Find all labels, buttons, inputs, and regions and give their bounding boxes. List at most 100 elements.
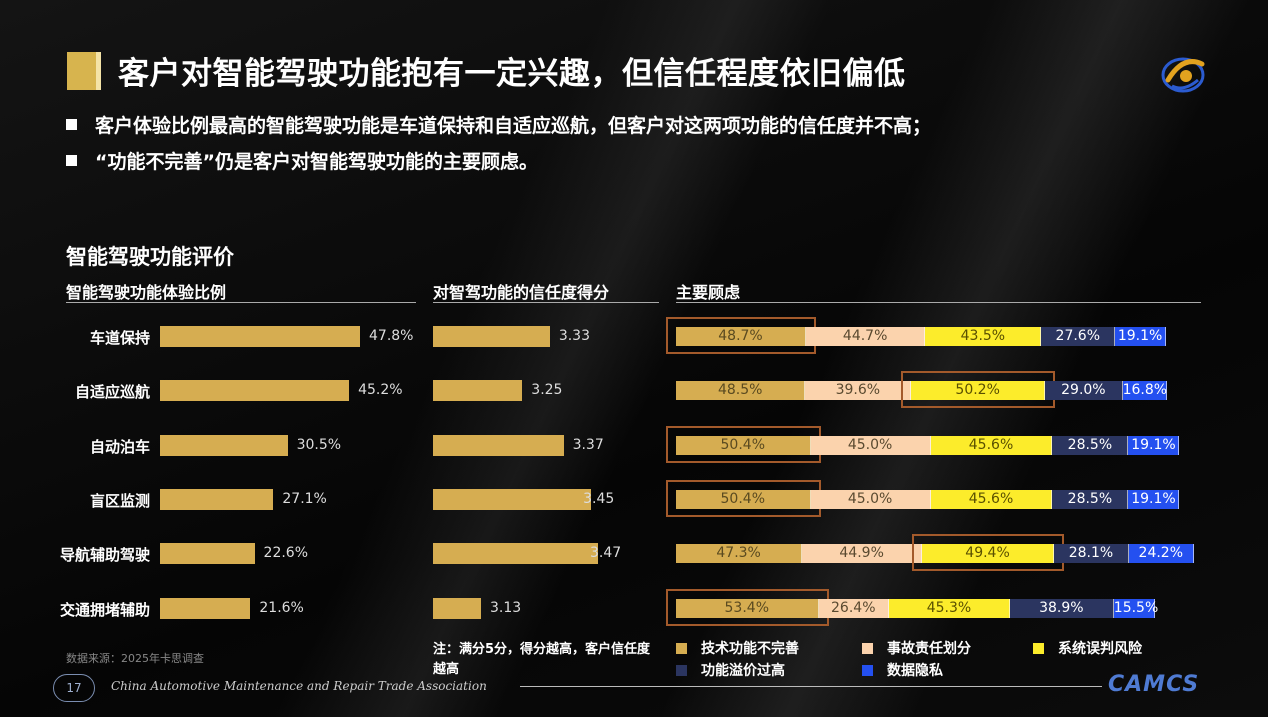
page-title: 客户对智能驾驶功能抱有一定兴趣，但信任程度依旧偏低 [118,56,906,92]
experience-value-label: 30.5% [296,437,342,453]
trust-header: 对智驾功能的信任度得分 [433,283,610,302]
trust-bar [433,489,592,510]
concern-seg-misjudge: 50.2% [911,381,1046,400]
category-label: 盲区监测 [89,492,150,510]
association-logo-icon [1161,57,1205,93]
bullet-square-icon [66,119,77,130]
trust-bar [433,598,481,619]
concern-seg-privacy: 19.1% [1128,490,1180,509]
bullet-square-icon [66,155,77,166]
legend-swatch-icon [676,643,687,654]
concern-seg-premium: 28.5% [1052,490,1129,509]
concern-seg-misjudge: 43.5% [925,327,1042,346]
trust-value-label: 3.33 [558,328,590,344]
concern-seg-misjudge: 45.6% [930,490,1053,509]
concerns-header-rule [676,302,1201,303]
concern-seg-liability: 45.0% [810,436,931,455]
legend-label: 技术功能不完善 [701,641,799,657]
highlight-box [666,589,829,626]
concern-seg-tech: 48.7% [676,327,806,346]
legend-swatch-icon [676,665,687,676]
legend-swatch-icon [1033,643,1044,654]
legend-label: 事故责任划分 [887,641,971,657]
camcs-logo: CAMCS [1108,672,1200,697]
concern-seg-liability: 45.0% [810,490,931,509]
legend-swatch-icon [862,643,873,654]
experience-header: 智能驾驶功能体验比例 [66,283,227,302]
footer-rule [520,686,1102,687]
experience-value-label: 45.2% [358,382,403,398]
concern-seg-privacy: 19.1% [1128,436,1180,455]
concerns-header: 主要顾虑 [676,283,741,302]
legend-item-misjudge: 系统误判风险 [1033,638,1142,658]
experience-bar [160,380,350,401]
legend-label: 数据隐私 [887,663,943,679]
concern-seg-privacy: 16.8% [1122,381,1168,400]
section-title: 智能驾驶功能评价 [66,245,234,269]
bullet-1-text: 客户体验比例最高的智能驾驶功能是车道保持和自适应巡航，但客户对这两项功能的信任度… [95,115,932,137]
bullet-1: 客户体验比例最高的智能驾驶功能是车道保持和自适应巡航，但客户对这两项功能的信任度… [66,111,931,138]
experience-bar [160,435,288,456]
category-label: 导航辅助驾驶 [59,546,150,564]
experience-bar [160,543,255,564]
trust-header-rule [433,302,659,303]
legend-item-liability: 事故责任划分 [862,638,971,658]
highlight-box [912,534,1064,571]
trust-value-label: 3.25 [531,382,563,398]
concern-seg-tech: 47.3% [676,544,803,563]
trust-bar [433,543,598,564]
bullet-2: “功能不完善”仍是客户对智能驾驶功能的主要顾虑。 [66,147,538,174]
concern-seg-tech: 53.4% [676,599,819,618]
category-label: 车道保持 [89,329,150,347]
category-label: 交通拥堵辅助 [59,601,150,619]
concern-seg-privacy: 24.2% [1128,544,1194,563]
legend-label: 系统误判风险 [1058,641,1142,657]
experience-value-label: 21.6% [259,600,304,616]
concern-seg-premium: 28.1% [1053,544,1129,563]
experience-bar [160,489,274,510]
data-source: 数据来源：2025年卡思调查 [66,652,204,665]
concern-seg-misjudge: 45.3% [889,599,1010,618]
category-label: 自动泊车 [89,438,150,456]
concern-seg-privacy: 15.5% [1113,599,1159,618]
trust-score-note: 注：满分5分，得分越高，客户信任度越高 [433,642,651,677]
association-name: China Automotive Maintenance and Repair … [111,679,487,693]
highlight-box [666,426,821,463]
concern-seg-tech: 50.4% [676,436,811,455]
highlight-box [666,317,816,354]
trust-value-label: 3.37 [572,437,604,453]
experience-value-label: 22.6% [263,545,309,561]
trust-bar [433,326,550,347]
concern-seg-liability: 44.7% [806,327,926,346]
highlight-box [901,371,1056,408]
page-number: 17 [53,674,95,702]
trust-value-label: 3.45 [583,491,615,507]
concern-seg-tech: 48.5% [676,381,806,400]
experience-header-rule [66,302,416,303]
experience-bar [160,598,251,619]
trust-bar [433,435,564,456]
concern-seg-premium: 29.0% [1045,381,1123,400]
experience-value-label: 27.1% [282,491,327,507]
legend-label: 功能溢价过高 [701,663,785,679]
trust-value-label: 3.13 [490,600,522,616]
concern-seg-liability: 44.9% [802,544,923,563]
concern-seg-liability: 39.6% [805,381,912,400]
title-marker-icon [67,52,101,90]
legend-swatch-icon [862,665,873,676]
concern-seg-misjudge: 45.6% [930,436,1053,455]
category-label: 自适应巡航 [74,383,150,401]
concern-seg-liability: 26.4% [818,599,889,618]
legend-item-tech: 技术功能不完善 [676,638,799,658]
concern-seg-premium: 38.9% [1009,599,1114,618]
highlight-box [666,480,821,517]
trust-bar [433,380,523,401]
concern-seg-privacy: 19.1% [1115,327,1167,346]
legend-item-premium: 功能溢价过高 [676,660,785,680]
concern-seg-misjudge: 49.4% [922,544,1054,563]
experience-value-label: 47.8% [369,328,414,344]
experience-bar [160,326,360,347]
concern-seg-tech: 50.4% [676,490,811,509]
bullet-2-text: “功能不完善”仍是客户对智能驾驶功能的主要顾虑。 [95,151,538,173]
